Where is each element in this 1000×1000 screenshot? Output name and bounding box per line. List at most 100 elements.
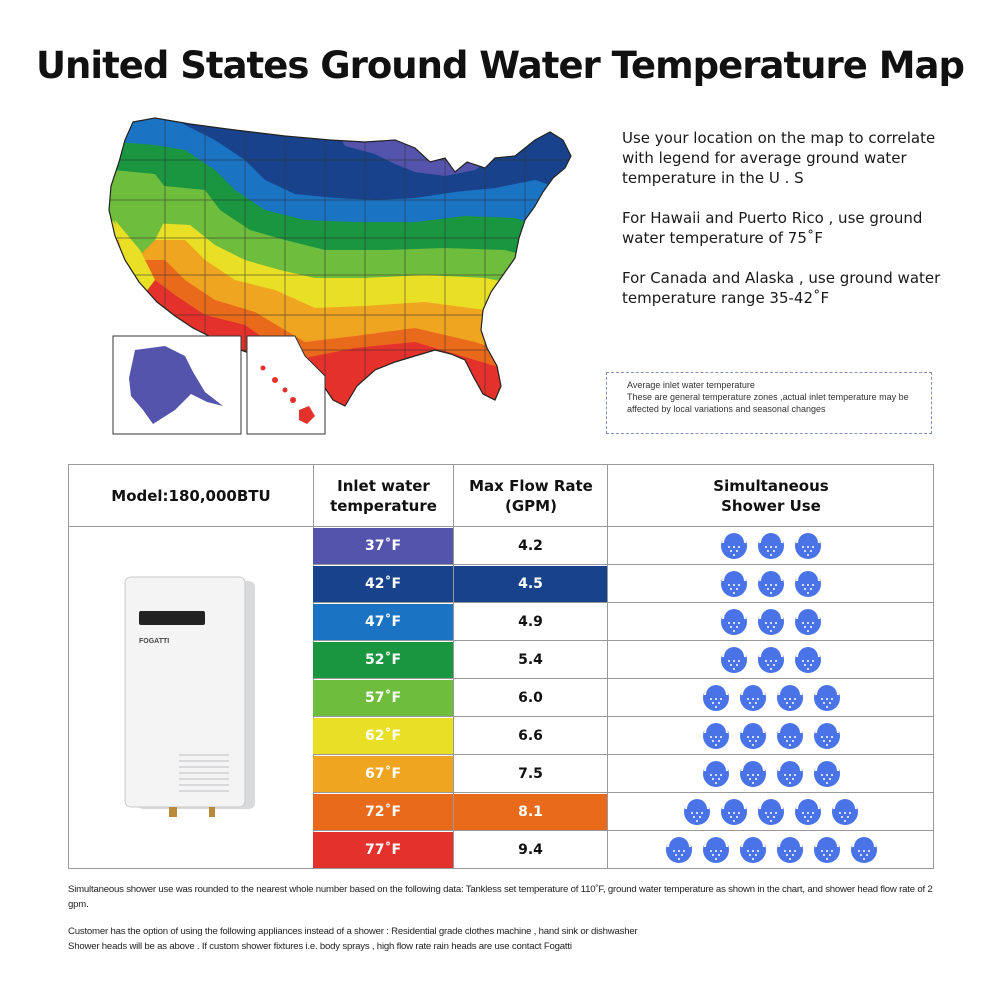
instruction-canada: For Canada and Alaska , use ground water… — [622, 269, 941, 307]
shower-head-icon — [721, 608, 747, 635]
shower-head-icon — [776, 722, 803, 749]
instruction-location: Use your location on the map to correlat… — [622, 129, 936, 187]
inlet-temp-cell: 52˚F — [313, 642, 453, 678]
shower-head-icon — [739, 836, 766, 863]
flow-rate-cell: 4.9 — [518, 614, 543, 630]
note-body: These are general temperature zones ,act… — [627, 392, 909, 414]
shower-head-icon — [721, 570, 747, 597]
shower-head-icon — [702, 722, 729, 749]
shower-head-icon — [813, 760, 840, 787]
note-title: Average inlet water temperature — [627, 380, 755, 390]
shower-head-icon — [702, 760, 729, 787]
shower-head-icon — [795, 570, 821, 597]
water-heater-image: FOGATTI — [119, 575, 269, 820]
footnotes: Simultaneous shower use was rounded to t… — [68, 882, 948, 954]
shower-head-icon — [702, 684, 729, 711]
shower-head-icon — [813, 722, 840, 749]
flow-rate-cell: 7.5 — [518, 766, 543, 782]
footnote-custom-fixtures: Shower heads will be as above . If custo… — [68, 941, 572, 952]
table-row: 67˚F 7.5 — [313, 755, 934, 793]
divider — [313, 792, 934, 793]
shower-head-icon — [721, 646, 747, 673]
divider — [453, 465, 454, 868]
inlet-temp-header: Inlet water temperature — [330, 476, 437, 515]
heater-brand: FOGATTI — [139, 638, 169, 645]
table-row: 52˚F 5.4 — [313, 641, 934, 679]
table-row: 77˚F 9.4 — [313, 831, 934, 869]
inlet-temp-cell: 37˚F — [313, 528, 453, 564]
flow-rate-cell: 9.4 — [518, 842, 543, 858]
map-instructions: Use your location on the map to correlat… — [622, 128, 952, 328]
shower-use-cell — [608, 793, 934, 831]
shower-head-icon — [795, 798, 821, 825]
state-borders — [109, 118, 571, 406]
inlet-temp-cell: 67˚F — [313, 756, 453, 792]
shower-use-cell — [608, 679, 934, 717]
shower-head-icon — [739, 684, 766, 711]
shower-head-icon — [813, 836, 840, 863]
divider — [69, 526, 933, 527]
shower-use-cell — [608, 565, 934, 603]
shower-head-icon — [684, 798, 710, 825]
flow-rate-cell: 8.1 — [454, 794, 607, 830]
flow-rate-cell: 6.0 — [518, 690, 543, 706]
inlet-temp-cell: 42˚F — [313, 566, 453, 602]
flow-rate-header: Max Flow Rate (GPM) — [469, 476, 593, 515]
shower-use-cell — [608, 603, 934, 641]
inlet-temp-cell: 57˚F — [313, 680, 453, 716]
inlet-temp-cell: 77˚F — [313, 832, 453, 868]
flow-rate-cell: 4.5 — [454, 566, 607, 602]
shower-head-icon — [739, 722, 766, 749]
shower-head-icon — [758, 798, 784, 825]
shower-head-icon — [776, 836, 803, 863]
divider — [607, 465, 608, 868]
shower-head-icon — [758, 570, 784, 597]
shower-head-icon — [739, 760, 766, 787]
shower-head-icon — [795, 646, 821, 673]
table-row: 62˚F 6.6 — [313, 717, 934, 755]
shower-head-icon — [776, 760, 803, 787]
flow-rate-cell: 4.2 — [518, 538, 543, 554]
model-header: Model:180,000BTU — [111, 486, 271, 505]
temperature-note: Average inlet water temperature These ar… — [606, 372, 932, 434]
instruction-hawaii: For Hawaii and Puerto Rico , use ground … — [622, 209, 923, 247]
shower-head-icon — [702, 836, 729, 863]
table-row: 57˚F 6.0 — [313, 679, 934, 717]
shower-use-cell — [608, 755, 934, 793]
table-row: 37˚F 4.2 — [313, 527, 934, 565]
flow-rate-cell: 6.6 — [518, 728, 543, 744]
divider — [313, 830, 934, 831]
page-title: United States Ground Water Temperature M… — [36, 44, 965, 87]
shower-head-icon — [665, 836, 692, 863]
flow-rate-cell: 5.4 — [518, 652, 543, 668]
table-row: 42˚F 4.5 — [313, 565, 934, 603]
table-row: 72˚F 8.1 — [313, 793, 934, 831]
shower-head-icon — [776, 684, 803, 711]
shower-head-icon — [850, 836, 877, 863]
footnote-appliances: Customer has the option of using the fol… — [68, 926, 638, 937]
shower-use-header: Simultaneous Shower Use — [713, 476, 829, 515]
shower-use-cell — [608, 831, 934, 869]
inlet-temp-cell: 72˚F — [313, 794, 453, 830]
footnote-rounding: Simultaneous shower use was rounded to t… — [68, 884, 933, 910]
shower-head-icon — [795, 608, 821, 635]
shower-head-icon — [758, 646, 784, 673]
inlet-temp-cell: 47˚F — [313, 604, 453, 640]
us-temperature-map — [95, 110, 605, 440]
hawaii-inset — [246, 335, 326, 435]
shower-head-icon — [813, 684, 840, 711]
flow-rate-table: Model:180,000BTU Inlet water temperature… — [68, 464, 934, 869]
divider — [313, 716, 934, 717]
table-row: 47˚F 4.9 — [313, 603, 934, 641]
divider — [313, 602, 934, 603]
alaska-inset — [112, 335, 242, 435]
shower-head-icon — [758, 532, 784, 559]
shower-head-icon — [832, 798, 858, 825]
inlet-temp-cell: 62˚F — [313, 718, 453, 754]
shower-head-icon — [721, 798, 747, 825]
shower-head-icon — [721, 532, 747, 559]
shower-use-cell — [608, 717, 934, 755]
shower-head-icon — [795, 532, 821, 559]
divider — [313, 678, 934, 679]
shower-head-icon — [758, 608, 784, 635]
